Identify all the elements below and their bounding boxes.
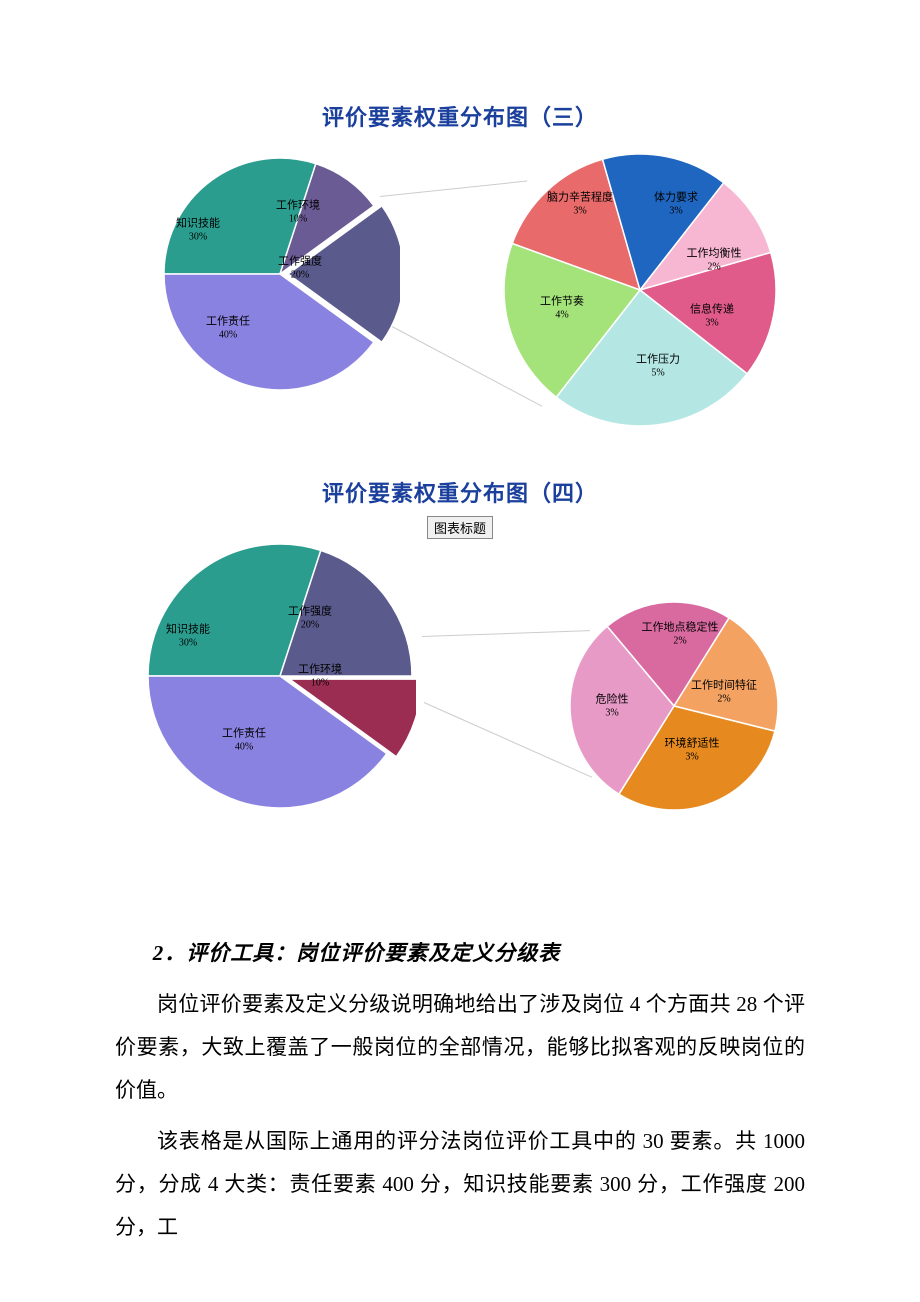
pie-slice-label: 工作环境10% bbox=[298, 662, 342, 689]
pie-slice-label: 知识技能30% bbox=[166, 622, 210, 649]
chart-3-title: 评价要素权重分布图（三） bbox=[0, 0, 920, 132]
paragraph-1: 岗位评价要素及定义分级说明确地给出了涉及岗位 4 个方面共 28 个评价要素，大… bbox=[115, 983, 805, 1112]
pie-slice-label: 工作责任40% bbox=[222, 726, 266, 753]
pie-slice-label: 体力要求3% bbox=[654, 190, 698, 217]
pie-slice-label: 工作强度20% bbox=[288, 604, 332, 631]
chart-3-right-pie-svg bbox=[500, 150, 780, 430]
chart-4-title: 评价要素权重分布图（四） bbox=[0, 430, 920, 508]
pie-slice-label: 环境舒适性3% bbox=[665, 736, 720, 763]
chart-3-left-pie: 知识技能30% 工作环境10% 工作强度20% 工作责任40% bbox=[160, 154, 400, 394]
chart-4-connector-top bbox=[422, 630, 590, 637]
chart-4-left-pie: 知识技能30% 工作强度20% 工作环境10% 工作责任40% bbox=[144, 540, 416, 812]
section-heading: 2．评价工具：岗位评价要素及定义分级表 bbox=[115, 932, 805, 975]
pie-slice-label: 工作地点稳定性2% bbox=[642, 620, 719, 647]
chart-4-left-pie-svg bbox=[144, 540, 416, 812]
chart-4-subtitle: 图表标题 bbox=[427, 516, 493, 539]
chart-4-right-pie: 工作地点稳定性2% 工作时间特征2% 环境舒适性3% 危险性3% bbox=[566, 598, 782, 814]
pie-slice-label: 工作强度20% bbox=[278, 254, 322, 281]
paragraph-2: 该表格是从国际上通用的评分法岗位评价工具中的 30 要素。共 1000 分，分成… bbox=[115, 1120, 805, 1249]
pie-slice-label: 工作均衡性2% bbox=[687, 246, 742, 273]
pie-slice-label: 危险性3% bbox=[596, 692, 629, 719]
chart-3-section: 评价要素权重分布图（三） 知识技能30% 工作环境10% 工作强度20% 工作责任40… bbox=[0, 0, 920, 430]
pie-slice-label: 工作环境10% bbox=[276, 198, 320, 225]
chart-3-right-pie: 脑力辛苦程度3% 体力要求3% 工作均衡性2% 信息传递3% 工作压力5% 工作节奏4% bbox=[500, 150, 780, 430]
pie-slice-label: 工作时间特征2% bbox=[691, 678, 757, 705]
pie-slice-label: 脑力辛苦程度3% bbox=[547, 190, 613, 217]
pie-slice-label: 知识技能30% bbox=[176, 216, 220, 243]
pie-slice-label: 工作压力5% bbox=[636, 352, 680, 379]
pie-slice-label: 工作节奏4% bbox=[540, 294, 584, 321]
pie-slice-label: 工作责任40% bbox=[206, 314, 250, 341]
chart-4-section: 评价要素权重分布图（四） 图表标题 知识技能30% 工作强度20% 工作环境10% 工… bbox=[0, 430, 920, 870]
pie-slice-label: 信息传递3% bbox=[690, 302, 734, 329]
body-text: 2．评价工具：岗位评价要素及定义分级表 岗位评价要素及定义分级说明确地给出了涉及… bbox=[0, 932, 920, 1249]
